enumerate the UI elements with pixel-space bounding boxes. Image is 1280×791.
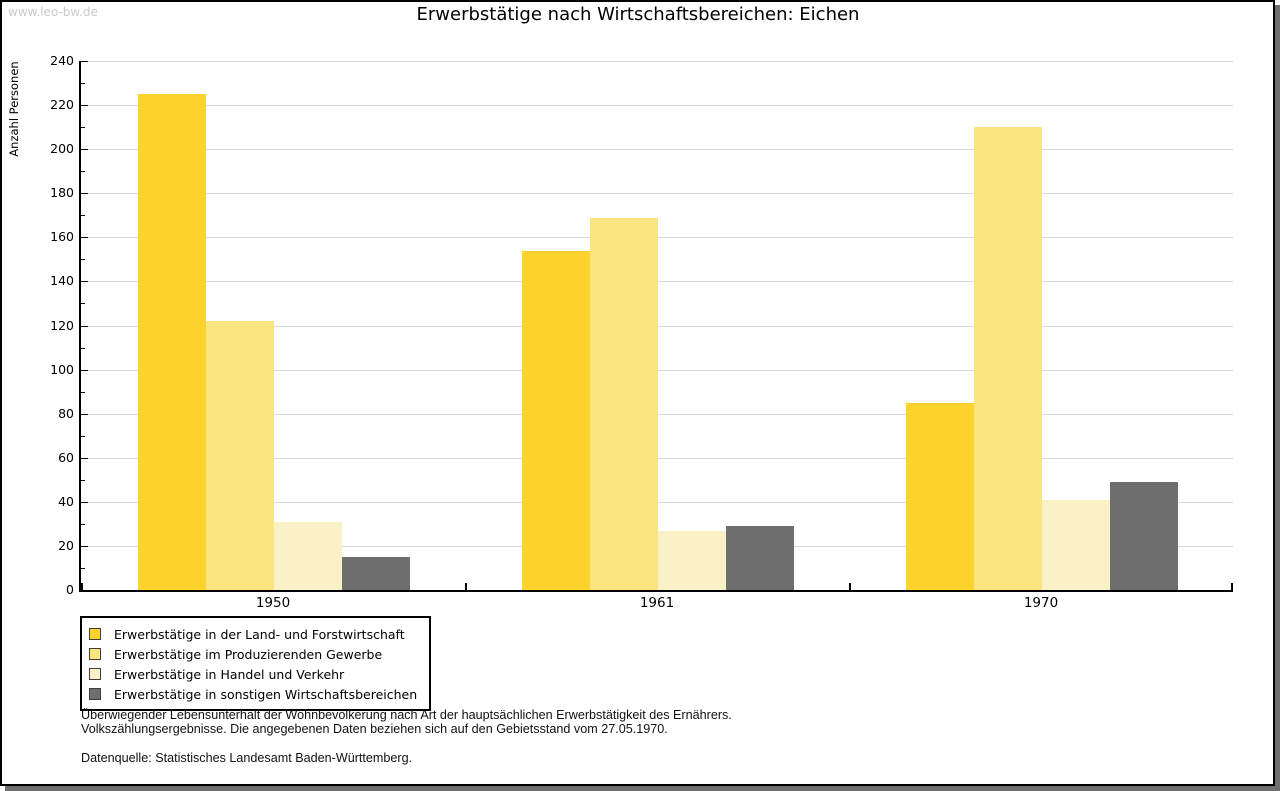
y-axis-tick-150	[81, 259, 85, 261]
bar-1961-series2	[590, 217, 658, 590]
legend-label-series4: Erwerbstätige in sonstigen Wirtschaftsbe…	[114, 686, 418, 702]
gridline-220	[81, 105, 1233, 107]
y-axis-tick-120	[81, 325, 88, 327]
y-axis-tick-230	[81, 83, 85, 85]
x-axis-tick-0	[81, 583, 83, 590]
legend-label-series1: Erwerbstätige in der Land- und Forstwirt…	[114, 626, 405, 642]
y-axis-tick-40	[81, 501, 88, 503]
y-axis-tick-20	[81, 545, 88, 547]
x-axis-tick-3	[1231, 583, 1233, 590]
legend-item-series4: Erwerbstätige in sonstigen Wirtschaftsbe…	[89, 684, 417, 704]
legend-swatch-series4	[89, 688, 101, 700]
y-axis-tick-30	[81, 523, 85, 525]
bar-1970-series3	[1042, 499, 1110, 590]
y-axis-tick-180	[81, 193, 88, 195]
gridline-240	[81, 61, 1233, 62]
legend-item-series3: Erwerbstätige in Handel und Verkehr	[89, 664, 417, 684]
y-axis-tick-200	[81, 149, 88, 151]
y-axis-tick-160	[81, 237, 88, 239]
legend-swatch-series3	[89, 668, 101, 680]
y-axis-tick-60	[81, 457, 88, 459]
y-axis-tick-220	[81, 105, 88, 107]
bar-1950-series3	[274, 521, 342, 590]
y-axis-tick-190	[81, 171, 85, 173]
legend-swatch-series2	[89, 648, 101, 660]
bar-1950-series1	[138, 94, 206, 590]
x-axis-tick-1	[465, 583, 467, 590]
gridline-180	[81, 193, 1233, 195]
bar-1961-series4	[726, 526, 794, 590]
bar-1961-series3	[658, 530, 726, 590]
chart-title: Erwerbstätige nach Wirtschaftsbereichen:…	[416, 4, 860, 25]
bar-1950-series4	[342, 556, 410, 590]
y-axis-title: Anzahl Personen	[7, 61, 21, 157]
y-axis-tick-80	[81, 413, 88, 415]
bar-1970-series1	[906, 402, 974, 590]
bar-1970-series2	[974, 127, 1042, 590]
note-line-1: Überwiegender Lebensunterhalt der Wohnbe…	[81, 708, 732, 722]
gridline-200	[81, 149, 1233, 151]
y-axis-tick-90	[81, 391, 85, 393]
legend-item-series2: Erwerbstätige im Produzierenden Gewerbe	[89, 644, 417, 664]
watermark: www.leo-bw.de	[8, 5, 98, 19]
y-axis-tick-110	[81, 347, 85, 349]
legend: Erwerbstätige in der Land- und Forstwirt…	[80, 616, 432, 711]
y-axis-tick-170	[81, 215, 85, 217]
bar-1970-series4	[1110, 482, 1178, 590]
footnotes: Überwiegender Lebensunterhalt der Wohnbe…	[81, 708, 732, 765]
y-axis-tick-240	[81, 61, 88, 62]
y-axis-tick-10	[81, 567, 85, 569]
bar-1961-series1	[522, 250, 590, 590]
y-axis-tick-130	[81, 303, 85, 305]
legend-item-series1: Erwerbstätige in der Land- und Forstwirt…	[89, 624, 417, 644]
y-axis-tick-0	[81, 590, 88, 591]
y-axis-tick-50	[81, 479, 85, 481]
y-axis-tick-210	[81, 127, 85, 129]
legend-label-series3: Erwerbstätige in Handel und Verkehr	[114, 666, 345, 682]
legend-swatch-series1	[89, 628, 101, 640]
y-axis-tick-70	[81, 435, 85, 437]
y-axis-tick-100	[81, 369, 88, 371]
x-axis-tick-2	[849, 583, 851, 590]
data-source: Datenquelle: Statistisches Landesamt Bad…	[81, 750, 413, 765]
note-line-2: Volkszählungsergebnisse. Die angegebenen…	[81, 722, 668, 737]
y-axis-tick-140	[81, 281, 88, 283]
legend-label-series2: Erwerbstätige im Produzierenden Gewerbe	[114, 646, 383, 662]
bar-1950-series2	[206, 321, 274, 590]
plot-area	[79, 61, 1233, 592]
